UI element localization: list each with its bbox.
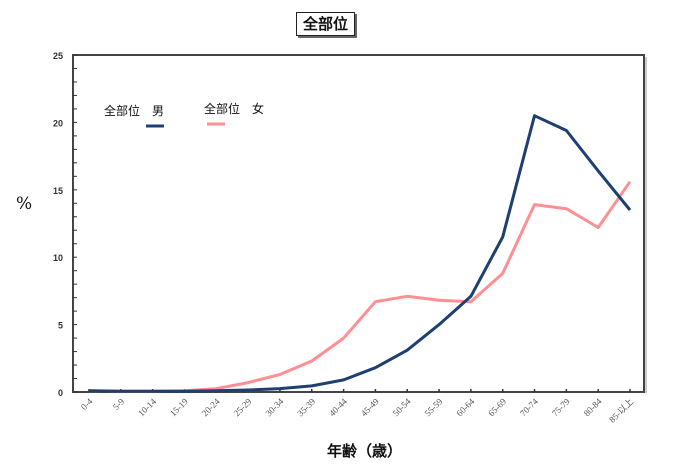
svg-text:25-29: 25-29	[232, 396, 254, 418]
svg-text:50-54: 50-54	[391, 396, 413, 418]
svg-text:10-14: 10-14	[136, 396, 158, 418]
y-axis-label: %	[16, 194, 33, 214]
svg-text:20-24: 20-24	[200, 396, 222, 418]
svg-text:35-39: 35-39	[295, 396, 317, 418]
x-axis-ticks: 0-4 5-9 10-14 15-19 20-24 25-29 30-34 35-39 40-4…	[79, 389, 635, 425]
chart-title: 全部位	[296, 12, 356, 36]
legend-label-male: 全部位 男	[104, 104, 165, 118]
svg-text:45-49: 45-49	[359, 396, 381, 418]
legend-swatches	[146, 122, 225, 128]
svg-text:5: 5	[58, 321, 63, 331]
svg-text:15: 15	[53, 186, 63, 196]
y-axis-ticks: 0 5 10 15 20 25	[53, 51, 77, 398]
plot-frame	[72, 54, 647, 393]
svg-text:0-4: 0-4	[79, 396, 95, 412]
svg-text:60-64: 60-64	[454, 396, 476, 418]
svg-text:65-69: 65-69	[486, 396, 508, 418]
svg-text:55-59: 55-59	[423, 396, 445, 418]
svg-text:75-79: 75-79	[550, 396, 572, 418]
svg-text:85-以上: 85-以上	[607, 396, 635, 424]
x-axis-label: 年齢（歳）	[327, 442, 403, 460]
svg-text:10: 10	[53, 253, 63, 263]
svg-text:40-44: 40-44	[327, 396, 349, 418]
svg-text:30-34: 30-34	[263, 396, 285, 418]
legend-label-female: 全部位 女	[204, 102, 265, 116]
svg-text:5-9: 5-9	[111, 396, 127, 412]
svg-text:15-19: 15-19	[168, 396, 190, 418]
svg-text:70-74: 70-74	[518, 396, 540, 418]
svg-text:0: 0	[58, 388, 63, 398]
svg-text:25: 25	[53, 51, 63, 61]
svg-text:80-84: 80-84	[582, 396, 604, 418]
svg-text:20: 20	[53, 118, 63, 128]
data-series	[88, 114, 632, 393]
